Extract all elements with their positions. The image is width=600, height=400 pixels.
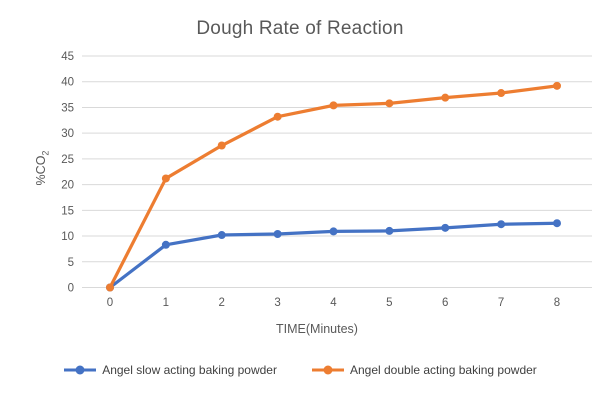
legend-item-slow-acting: Angel slow acting baking powder [63,363,277,377]
x-tick-label: 3 [274,297,280,309]
series-line [108,84,559,290]
legend-marker-slow-acting-icon [64,365,97,375]
legend: Angel slow acting baking powder Angel do… [0,363,600,377]
legend-label-slow-acting: Angel slow acting baking powder [102,363,277,377]
y-tick-label: 15 [61,205,74,217]
data-point-marker [441,223,450,232]
y-tick-label: 25 [61,154,74,166]
x-axis-title: TIME(Minutes) [276,322,358,336]
data-point-marker [553,81,561,90]
y-axis-title-subscript: 2 [40,150,51,156]
data-point-marker [217,231,226,240]
x-tick-label: 8 [554,297,560,309]
y-tick-label: 20 [61,180,74,192]
data-point-marker [553,219,561,228]
y-axis-title: %CO2 [34,151,51,186]
data-point-marker [329,101,338,110]
data-point-marker [441,93,450,102]
chart-title: Dough Rate of Reaction [196,18,404,39]
x-tick-label: 6 [442,297,448,309]
legend-label-double-acting: Angel double acting baking powder [349,363,537,377]
data-point-marker [217,141,226,150]
y-tick-label: 5 [68,257,74,269]
data-point-marker [161,240,170,249]
y-tick-label: 40 [61,77,74,89]
x-tick-label: 7 [498,297,504,309]
y-axis-title-text: %CO [33,155,48,186]
data-point-marker [385,99,394,108]
data-point-marker [273,112,282,121]
legend-item-double-acting: Angel double acting baking powder [311,363,537,377]
data-point-marker [273,229,282,238]
y-tick-label: 45 [61,51,74,63]
data-point-marker [497,220,506,229]
x-tick-label: 2 [219,297,225,309]
x-tick-label: 0 [107,297,113,309]
x-tick-label: 4 [330,297,337,309]
data-point-marker [161,174,170,183]
y-tick-label: 35 [61,102,74,114]
data-point-marker [329,227,338,236]
y-tick-label: 0 [68,283,74,295]
x-tick-label: 5 [386,297,392,309]
data-point-marker [106,283,114,292]
y-tick-label: 10 [61,231,74,243]
data-point-marker [385,226,394,235]
x-tick-label: 1 [163,297,169,309]
y-tick-label: 30 [61,128,74,140]
data-point-marker [497,89,506,98]
legend-marker-double-acting-icon [311,365,344,375]
